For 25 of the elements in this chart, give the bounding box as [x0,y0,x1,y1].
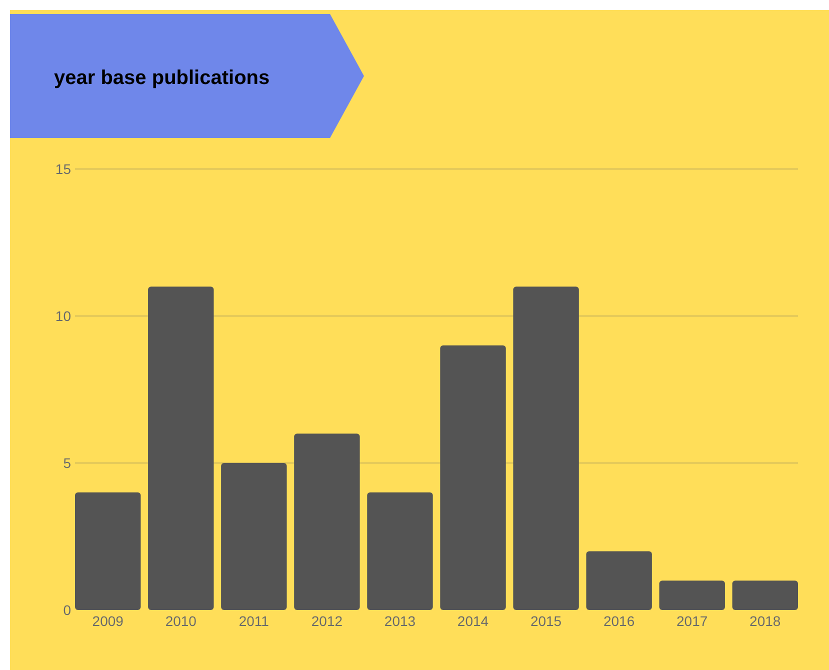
x-tick-label: 2012 [311,613,343,629]
x-tick-label: 2017 [676,613,708,629]
bar [659,580,725,610]
bar [513,286,579,610]
chart-title: year base publications [54,67,270,89]
bar [367,492,433,610]
y-tick-label: 0 [63,602,72,618]
bar [221,463,287,610]
bar [294,434,360,610]
bar [148,286,214,610]
bar [586,551,652,610]
bar [75,492,141,610]
y-tick-label: 10 [55,308,72,324]
x-tick-label: 2014 [457,613,489,629]
bar [732,580,798,610]
y-tick-label: 15 [55,160,72,177]
x-tick-label: 2010 [165,613,197,629]
x-tick-label: 2013 [384,613,416,629]
x-tick-label: 2011 [238,613,270,629]
y-tick-label: 5 [63,454,72,471]
bar [440,345,506,610]
x-tick-label: 2009 [92,613,124,629]
x-tick-label: 2016 [604,613,635,629]
x-tick-label: 2015 [530,613,562,629]
x-tick-label: 2018 [750,613,781,629]
